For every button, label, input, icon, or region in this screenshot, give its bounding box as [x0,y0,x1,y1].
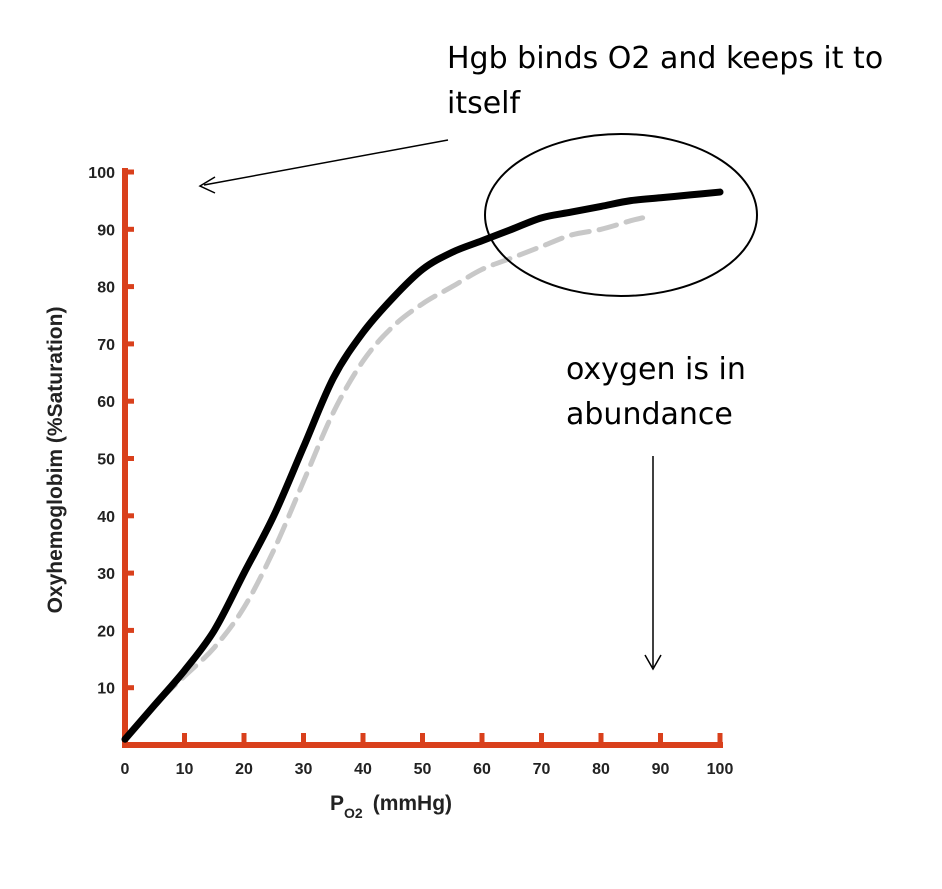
y-tick-label: 40 [97,509,115,526]
oxyhemoglobin-curve [121,188,724,743]
x-tick-label: 50 [414,761,432,778]
y-tick-label: 90 [97,222,115,239]
x-tick-label: 40 [354,761,372,778]
y-tick-label: 70 [97,337,115,354]
x-axis-title-unit: (mmHg) [373,792,452,815]
annotation-top: Hgb binds O2 and keeps it to itself [447,36,942,126]
x-tick-label: 100 [707,761,734,778]
highlight-ellipse [484,133,758,297]
y-tick-label: 60 [97,394,115,411]
x-axis-title-main: P [330,792,344,815]
y-tick-label: 80 [97,280,115,297]
x-tick-label: 30 [295,761,313,778]
annotation-right-line-2: abundance [566,397,733,432]
arrow-to-100-head [198,176,216,194]
annotation-top-line-1: Hgb binds O2 and keeps it to [447,41,884,76]
y-tick-label: 20 [97,623,115,640]
x-tick-label: 60 [473,761,491,778]
arrow-to-100-line [203,139,449,186]
x-axis-title-sub: O2 [344,805,363,821]
y-tick-label: 10 [97,681,115,698]
y-tick-label: 50 [97,452,115,469]
x-tick-label: 90 [652,761,670,778]
x-tick-label: 10 [176,761,194,778]
y-axis-title: Oxyhemoglobim (%Saturation) [44,307,67,614]
x-tick-label: 70 [533,761,551,778]
y-tick-label: 30 [97,566,115,583]
x-tick-label: 0 [121,761,130,778]
annotation-right: oxygen is in abundance [566,347,796,437]
dashed-curve [122,215,646,742]
series-layer [121,188,724,743]
tick-labels: 10 20 30 40 50 60 70 80 90 100 0 10 20 30 40 50 60 70 80 90… [88,165,733,778]
annotation-right-line-1: oxygen is in [566,352,746,387]
y-tick-label: 100 [88,165,115,182]
x-tick-label: 80 [592,761,610,778]
annotation-top-line-2: itself [447,86,521,121]
x-axis-title: PO2 (mmHg) [330,792,452,821]
x-tick-label: 20 [235,761,253,778]
arrow-down-head [644,654,662,671]
axes [122,168,723,748]
